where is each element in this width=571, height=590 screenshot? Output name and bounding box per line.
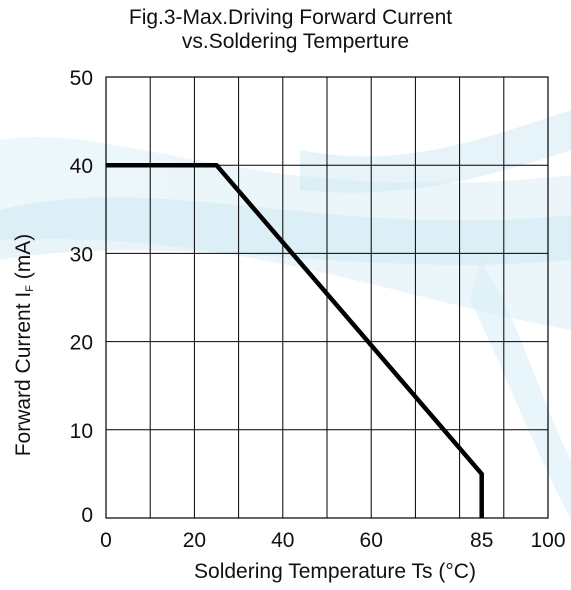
y-tick-label-50: 50 <box>70 67 93 90</box>
y-tick-label-40: 40 <box>70 155 93 178</box>
y-tick-label-20: 20 <box>70 332 93 355</box>
y-axis-label: Forward Current IF (mA) <box>12 234 36 457</box>
y-tick-label-30: 30 <box>70 243 93 266</box>
x-tick-label-100: 100 <box>530 529 565 552</box>
y-axis-label-main: Forward Current I <box>12 291 35 457</box>
x-tick-label-20: 20 <box>183 529 206 552</box>
series-line-0 <box>106 162 484 518</box>
chart-title-line-2: vs.Soldering Temperture <box>181 30 410 53</box>
y-axis-label-subscript: F <box>24 285 36 292</box>
chart-title: Fig.3-Max.Driving Forward Current vs.Sol… <box>0 6 571 54</box>
x-tick-label-40: 40 <box>271 529 294 552</box>
y-tick-label-10: 10 <box>70 420 93 443</box>
y-axis-label-unit: (mA) <box>12 233 35 286</box>
x-tick-label-60: 60 <box>360 529 383 552</box>
y-tick-label-0: 0 <box>81 504 93 527</box>
chart-title-line-1: Fig.3-Max.Driving Forward Current <box>128 6 453 29</box>
x-tick-label-85: 85 <box>470 529 493 552</box>
x-tick-label-0: 0 <box>100 529 112 552</box>
x-axis-label: Soldering Temperature Ts (°C) <box>194 560 476 583</box>
